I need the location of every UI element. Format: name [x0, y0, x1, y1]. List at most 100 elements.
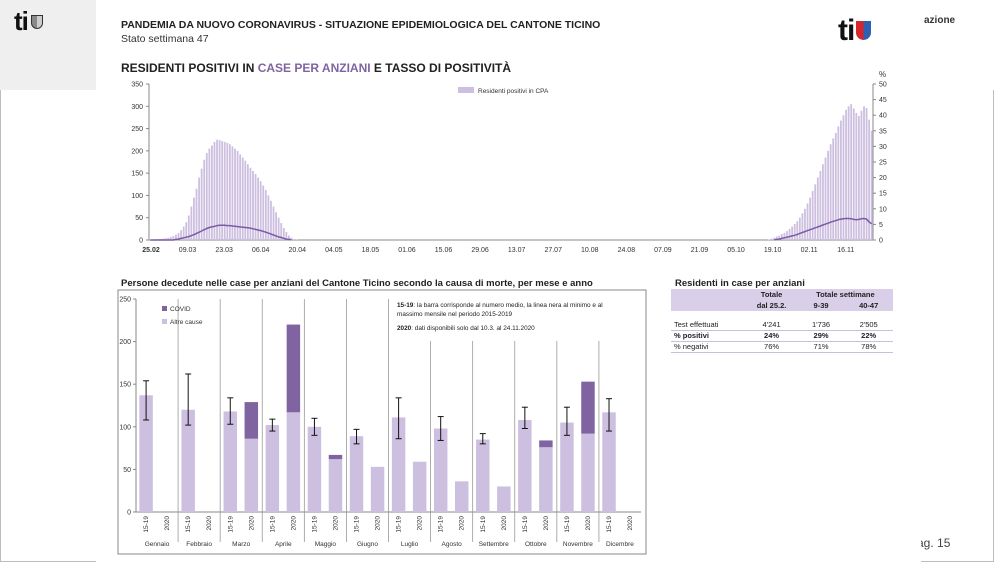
y-tick-label: 300	[131, 104, 143, 111]
rate-line-autumn	[774, 217, 873, 241]
bar	[228, 144, 231, 240]
month-label: Settembre	[479, 541, 509, 548]
bar	[293, 239, 295, 240]
bar	[852, 108, 855, 240]
bar	[259, 181, 262, 240]
x-tick-label: 07.09	[654, 247, 672, 254]
bar	[860, 110, 863, 240]
bar	[164, 238, 167, 240]
bar	[262, 185, 265, 240]
bar-2020-altre	[286, 412, 301, 512]
bar	[175, 234, 177, 240]
x-tick-label: 23.03	[215, 247, 233, 254]
bar-15-19	[476, 439, 490, 512]
y2-tick-label: 15	[879, 191, 887, 198]
legend-label-altre: Altre cause	[170, 319, 203, 326]
deaths-chart: 0 50 100 150 200 250 15-19 2020 Gennaio 15-19 2020…	[117, 289, 647, 555]
table-head-weeks-a: 9-39	[797, 300, 845, 311]
bar	[193, 197, 195, 240]
bar-2020-altre	[412, 461, 427, 512]
row-label: Test effettuati	[671, 319, 746, 331]
x-label: 15-19	[396, 516, 403, 533]
bar	[798, 217, 801, 240]
x-tick-label: 06.04	[252, 247, 270, 254]
row-cell: 22%	[844, 330, 893, 342]
bar	[806, 203, 809, 240]
x-label: 2020	[501, 516, 508, 531]
bar	[834, 133, 837, 240]
bar-2020-altre	[454, 481, 469, 512]
bar	[211, 145, 213, 240]
notes-box	[392, 297, 638, 341]
bar	[282, 227, 285, 240]
row-cell: 76%	[745, 341, 798, 353]
y-tick-label: 50	[135, 215, 143, 222]
month-label: Novembre	[563, 541, 593, 548]
x-label: 15-19	[311, 516, 318, 533]
bar	[180, 230, 182, 240]
bar	[208, 148, 211, 240]
x-label: 2020	[543, 516, 550, 531]
row-cell: 24%	[745, 330, 798, 342]
x-tick-label: 29.06	[471, 247, 489, 254]
bar-15-19	[223, 411, 237, 512]
y2-tick-label: 40	[879, 113, 887, 120]
x-tick-label: 09.03	[179, 247, 197, 254]
row-cell: 71%	[797, 341, 845, 353]
bars-group	[149, 104, 873, 241]
month-label: Aprile	[275, 541, 292, 548]
bar-15-19	[181, 409, 195, 512]
row-cell: 2'505	[844, 319, 893, 331]
y-tick-label: 50	[123, 467, 131, 474]
y2-tick-label: 20	[879, 175, 887, 182]
bar	[254, 174, 257, 240]
row-cell: 4'241	[745, 319, 798, 331]
x-label: 15-19	[227, 516, 234, 533]
x-tick-label: 04.05	[325, 247, 343, 254]
bar-15-19	[433, 428, 448, 512]
x-tick-label: 15.06	[435, 247, 453, 254]
table-head-total: Totale	[745, 289, 798, 300]
y-tick-label: 200	[119, 339, 131, 346]
row-label: % positivi	[671, 330, 746, 342]
y-tick-label: 0	[127, 510, 131, 517]
row-cell: 29%	[797, 330, 845, 342]
table-corner	[671, 289, 746, 300]
x-tick-label: 20.04	[288, 247, 306, 254]
month-label: Giugno	[357, 541, 378, 548]
bar-2020-altre	[370, 466, 385, 512]
y2-tick-label: 0	[879, 238, 883, 245]
note-2-text: : dati disponibili solo dal 10.3. al 24.…	[411, 325, 535, 332]
x-label: 15-19	[185, 516, 192, 533]
bar	[285, 231, 288, 240]
deaths-chart-title: Persone decedute nelle case per anziani …	[121, 278, 593, 289]
ti-logo-left: ti	[14, 6, 43, 37]
bar	[226, 142, 229, 240]
logo-right-text: ti	[838, 14, 855, 47]
y-tick-label: 150	[119, 382, 131, 389]
x-tick-label: 21.09	[691, 247, 709, 254]
bar	[819, 170, 822, 240]
bar	[827, 150, 829, 240]
bar	[801, 213, 804, 240]
y2-tick-label: 30	[879, 144, 887, 151]
y2-tick-label: 35	[879, 128, 887, 135]
note-2: 2020: dati disponibili solo dal 10.3. al…	[397, 325, 535, 332]
y-tick-label: 0	[139, 238, 143, 245]
bar	[216, 139, 218, 240]
bar	[277, 217, 280, 240]
ticino-shield-icon	[856, 21, 872, 40]
bar	[187, 215, 190, 240]
bar	[198, 177, 200, 240]
bar	[290, 237, 293, 240]
x-tick-label: 10.08	[581, 247, 599, 254]
y-tick-label: 200	[131, 148, 143, 155]
bar	[855, 112, 858, 240]
y-tick-label: 250	[119, 297, 131, 304]
x-label: 2020	[459, 516, 466, 531]
bar	[249, 167, 252, 240]
page-title: PANDEMIA DA NUOVO CORONAVIRUS - SITUAZIO…	[121, 19, 601, 31]
x-label: 15-19	[354, 516, 361, 533]
x-label: 15-19	[143, 516, 150, 533]
month-label: Agosto	[442, 541, 463, 548]
